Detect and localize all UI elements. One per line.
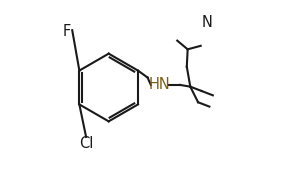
Text: Cl: Cl bbox=[79, 136, 93, 151]
Text: N: N bbox=[202, 15, 213, 30]
Text: HN: HN bbox=[149, 77, 170, 92]
Text: F: F bbox=[62, 25, 71, 39]
